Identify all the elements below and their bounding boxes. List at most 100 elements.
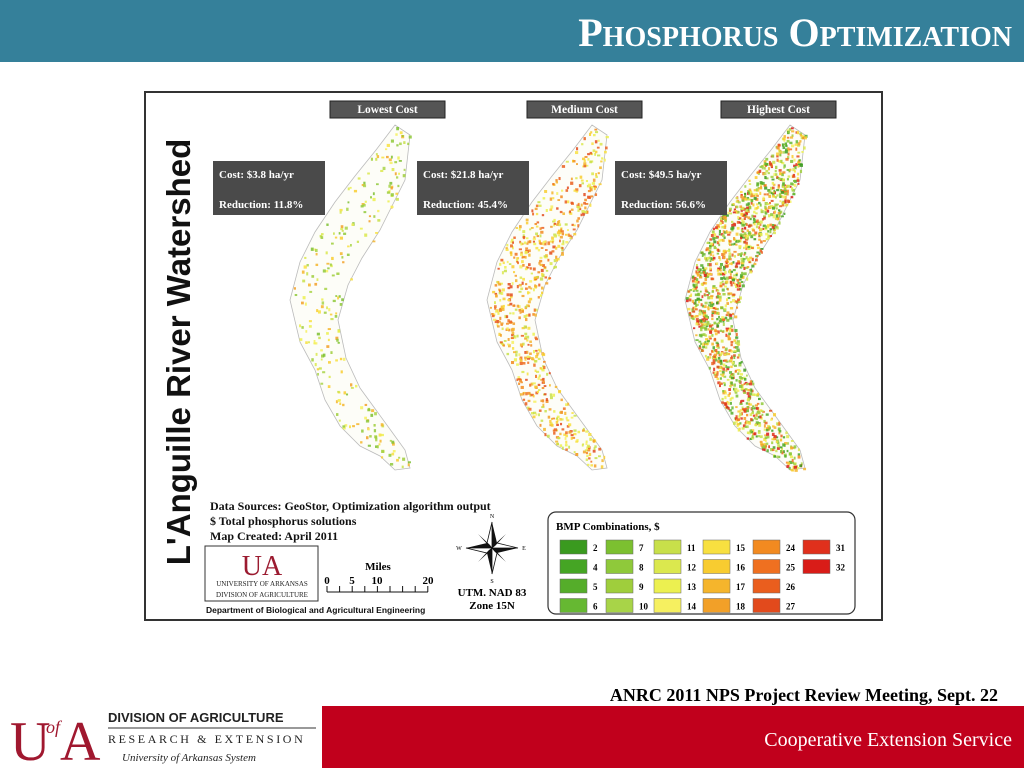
map-dot bbox=[401, 465, 404, 469]
map-dot bbox=[711, 290, 714, 293]
map-dot bbox=[775, 165, 778, 170]
map-dot bbox=[701, 310, 704, 313]
map-dot bbox=[549, 419, 552, 424]
map-dot bbox=[500, 322, 504, 325]
map-dot bbox=[735, 211, 738, 214]
legend-label: 31 bbox=[836, 543, 846, 553]
map-dot bbox=[736, 423, 740, 426]
map-dot bbox=[729, 313, 733, 317]
map-dot bbox=[719, 384, 722, 388]
map-dot bbox=[743, 232, 747, 235]
map-dot bbox=[390, 187, 393, 190]
map-dot bbox=[764, 421, 768, 425]
projection: Zone 15N bbox=[469, 600, 515, 612]
map-dot bbox=[512, 322, 516, 326]
map-dot bbox=[318, 310, 321, 314]
map-dot bbox=[749, 437, 753, 441]
map-dot bbox=[499, 316, 502, 320]
map-dot bbox=[789, 200, 792, 203]
map-dot bbox=[539, 423, 542, 427]
map-dot bbox=[549, 251, 553, 255]
map-dot bbox=[751, 264, 755, 268]
map-dot bbox=[535, 225, 539, 228]
map-dot bbox=[720, 373, 723, 376]
map-dot bbox=[577, 206, 581, 209]
map-dot bbox=[339, 252, 343, 256]
map-dot bbox=[718, 243, 721, 247]
map-dot bbox=[735, 285, 737, 288]
map-dot bbox=[726, 276, 730, 280]
map-dot bbox=[553, 428, 558, 432]
map-dot bbox=[735, 336, 739, 339]
map-dot bbox=[598, 455, 601, 458]
map-dot bbox=[778, 150, 782, 153]
map-dot bbox=[563, 433, 567, 437]
map-dot bbox=[707, 356, 710, 359]
map-dot bbox=[729, 371, 733, 374]
map-dot bbox=[555, 246, 558, 250]
map-dot bbox=[753, 262, 757, 266]
map-dot bbox=[720, 233, 724, 236]
map-dot bbox=[793, 456, 796, 460]
map-dot bbox=[509, 285, 513, 289]
map-dot bbox=[727, 264, 729, 268]
map-dot bbox=[575, 190, 578, 193]
map-dot bbox=[551, 241, 554, 244]
map-dot bbox=[735, 273, 738, 277]
map-dot bbox=[320, 358, 323, 361]
map-dot bbox=[733, 242, 736, 246]
map-dot bbox=[695, 322, 699, 326]
map-dot bbox=[750, 201, 753, 205]
map-dot bbox=[703, 311, 706, 315]
map-dot bbox=[549, 393, 553, 397]
map-dot bbox=[408, 135, 412, 139]
map-dot bbox=[508, 328, 511, 332]
map-dot bbox=[568, 423, 572, 427]
map-dot bbox=[781, 143, 784, 147]
panel-label-box bbox=[526, 100, 643, 119]
map-dot bbox=[381, 456, 384, 459]
map-dot bbox=[784, 455, 787, 458]
map-dot bbox=[324, 287, 328, 291]
map-dot bbox=[726, 405, 729, 409]
map-dot bbox=[545, 209, 548, 212]
map-dot bbox=[705, 248, 708, 252]
map-dot bbox=[743, 391, 747, 394]
note: $ Total phosphorus solutions bbox=[210, 514, 357, 528]
map-dot bbox=[738, 240, 741, 243]
map-dot bbox=[513, 236, 516, 239]
legend-label: 24 bbox=[786, 543, 796, 553]
map-dot bbox=[741, 271, 743, 275]
map-dot bbox=[601, 459, 604, 463]
map-dot bbox=[738, 253, 742, 256]
map-dot bbox=[743, 266, 746, 270]
map-dot bbox=[318, 336, 321, 340]
map-dot bbox=[559, 239, 561, 243]
map-dot bbox=[725, 314, 729, 317]
map-dot bbox=[761, 166, 764, 170]
map-dot bbox=[375, 438, 378, 442]
map-dot bbox=[556, 417, 559, 420]
map-dot bbox=[746, 437, 750, 440]
map-dot bbox=[585, 164, 589, 167]
map-dot bbox=[711, 310, 714, 313]
map-dot bbox=[550, 396, 553, 400]
map-dot bbox=[801, 134, 804, 137]
map-dot bbox=[763, 184, 767, 187]
map-dot bbox=[737, 298, 741, 301]
map-dot bbox=[334, 236, 338, 239]
map-dot bbox=[319, 234, 323, 238]
map-dot bbox=[741, 199, 745, 202]
map-dot bbox=[734, 300, 738, 303]
map-dot bbox=[755, 413, 758, 417]
map-dot bbox=[717, 346, 720, 349]
map-dot bbox=[796, 467, 800, 469]
scale-tick-label: 5 bbox=[349, 575, 355, 587]
map-dot bbox=[731, 406, 734, 410]
map-dot bbox=[577, 224, 580, 228]
map-dot bbox=[494, 319, 498, 324]
legend-label: 15 bbox=[736, 543, 746, 553]
map-dot bbox=[337, 399, 341, 403]
map-dot bbox=[735, 346, 739, 349]
logo-line: UNIVERSITY OF ARKANSAS bbox=[216, 580, 308, 588]
